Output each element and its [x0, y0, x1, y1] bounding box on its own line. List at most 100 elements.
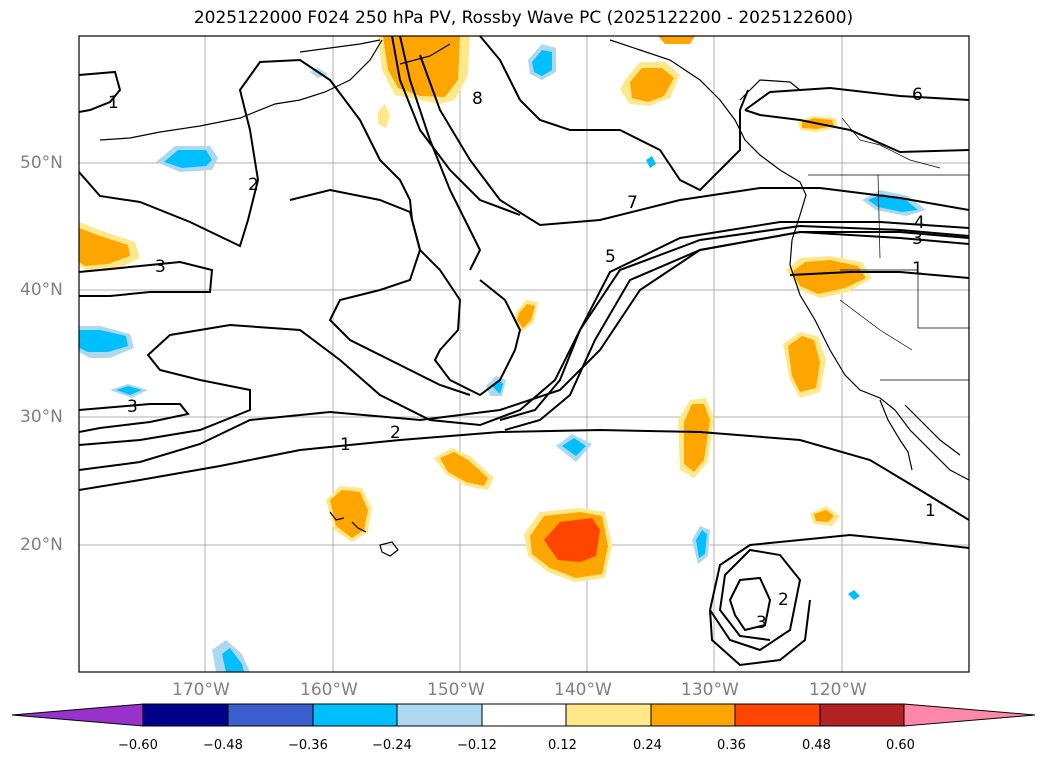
contour-label: 1: [925, 501, 936, 521]
contour-2-north: [79, 70, 122, 113]
contour-3-loop: [79, 224, 969, 446]
neg-anomaly-small8-core: [696, 530, 707, 558]
pos-anomaly-mid2-core: [440, 452, 488, 486]
lat-label: 20°N: [20, 535, 63, 555]
contour-1-east: [789, 271, 969, 279]
lat-label: 40°N: [20, 280, 63, 300]
neg-anomaly-bottomleft-core: [222, 648, 244, 672]
colorbar-tick: 0.60: [886, 738, 915, 753]
positive-pv-shading: [79, 36, 872, 582]
lat-label: 30°N: [20, 407, 63, 427]
pos-anomaly-topright: [658, 36, 695, 44]
contour-label: 2: [390, 423, 401, 443]
contour-label: 3: [912, 229, 923, 249]
colorbar-segment: [227, 703, 314, 727]
map-background: [79, 36, 969, 672]
pos-anomaly-california-core: [792, 260, 866, 294]
contour-3-mid: [79, 403, 190, 433]
contour-south-low-2: [709, 548, 802, 652]
pv-contours: [79, 36, 969, 667]
contour-misc1: [289, 188, 471, 396]
colorbar-extend-min: [11, 703, 144, 727]
pos-anomaly-small4-core: [814, 510, 834, 522]
lon-label: 120°W: [809, 680, 867, 700]
contour-4: [504, 231, 969, 431]
contour-label: 8: [472, 89, 483, 109]
colorbar: [11, 703, 1036, 727]
contour-labels: 1 2 3 8 7 5 6 4 3 1 3 2 1 1 2 3: [108, 85, 936, 633]
colorbar-segment: [650, 703, 736, 727]
pos-anomaly-small2: [378, 104, 390, 128]
neg-anomaly-tiny3: [646, 156, 656, 168]
contour-label: 3: [155, 257, 166, 277]
pos-anomaly-bering-core: [383, 36, 460, 97]
contour-ridge: [744, 109, 969, 154]
lon-label: 130°W: [681, 680, 739, 700]
coastlines: [99, 39, 969, 557]
map-frame: [78, 35, 970, 673]
neg-anomaly-small7-core: [868, 194, 918, 212]
colorbar-tick: −0.48: [203, 738, 243, 753]
neg-anomaly-aleutian-core: [164, 150, 212, 168]
contour-south-low-2b: [709, 599, 811, 667]
colorbar-tick: 0.48: [802, 738, 831, 753]
contour-label: 1: [108, 93, 119, 113]
colorbar-segment: [819, 703, 905, 727]
contour-label: 7: [627, 193, 638, 213]
colorbar-segment: [312, 703, 398, 727]
contour-east-lobe2: [479, 36, 521, 101]
pos-anomaly-baja-core: [788, 336, 820, 392]
lat-label: 50°N: [20, 153, 63, 173]
colorbar-segment: [481, 703, 567, 727]
contour-1-south: [79, 428, 969, 521]
colorbar-tick: 0.24: [633, 738, 662, 753]
contour-south-low-3: [728, 576, 772, 632]
contour-label: 4: [914, 213, 925, 233]
contour-label: 2: [778, 590, 789, 610]
colorbar-segment: [734, 703, 821, 727]
contour-label: 6: [912, 85, 923, 105]
contour-5: [499, 221, 969, 421]
contour-label: 5: [605, 247, 616, 267]
map-title: 2025122000 F024 250 hPa PV, Rossby Wave …: [193, 8, 854, 28]
neg-anomaly-tiny2: [848, 590, 860, 600]
lon-label: 160°W: [300, 680, 358, 700]
contour-6-north: [744, 86, 969, 111]
neg-anomaly-small6-core: [562, 438, 586, 456]
colorbar-segment: [142, 703, 229, 727]
contour-label: 2: [248, 175, 259, 195]
pos-anomaly-south-max: [544, 518, 600, 562]
neg-anomaly-north-core: [532, 50, 552, 76]
colorbar-extend-max: [903, 703, 1036, 727]
colorbar-tick: −0.60: [118, 738, 158, 753]
colorbar-segment: [565, 703, 652, 727]
contour-label: 3: [127, 397, 138, 417]
lon-label: 170°W: [172, 680, 230, 700]
colorbar-tick: −0.36: [288, 738, 328, 753]
neg-anomaly-west2-core: [79, 330, 128, 352]
pos-anomaly-small1-core: [517, 304, 535, 328]
borders: [808, 36, 969, 381]
contour-label: 1: [912, 259, 923, 279]
pos-anomaly-gulf-core: [630, 68, 674, 102]
colorbar-tick: 0.36: [717, 738, 746, 753]
contour-2-west: [79, 58, 522, 397]
colorbar-segment: [396, 703, 483, 727]
pos-anomaly-hawaii-core: [330, 490, 368, 538]
lon-label: 150°W: [427, 680, 485, 700]
pos-anomaly-mid-core: [684, 404, 710, 472]
neg-anomaly-west3-core: [116, 386, 142, 395]
pos-anomaly-west-core: [79, 228, 130, 266]
contour-7: [419, 54, 969, 227]
colorbar-tick: −0.24: [372, 738, 412, 753]
colorbar-tick: 0.12: [548, 738, 577, 753]
contour-south-low-outer: [709, 533, 969, 611]
contour-3-west: [79, 260, 214, 297]
contour-label: 1: [340, 435, 351, 455]
contour-east-lobe: [519, 89, 749, 192]
colorbar-tick: −0.12: [457, 738, 497, 753]
negative-pv-shading: [79, 44, 926, 672]
contour-plume: [399, 36, 482, 271]
contour-label: 3: [756, 613, 767, 633]
